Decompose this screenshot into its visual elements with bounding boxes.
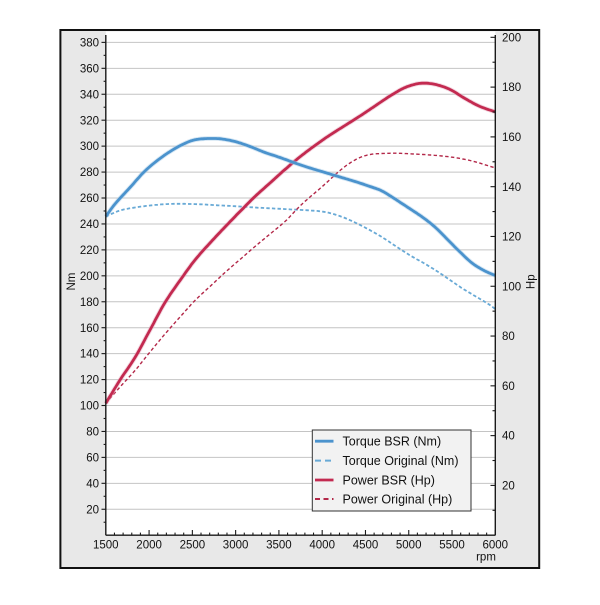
svg-text:200: 200 — [80, 271, 99, 283]
svg-text:260: 260 — [80, 193, 99, 205]
svg-text:60: 60 — [86, 453, 99, 465]
svg-text:220: 220 — [80, 245, 99, 257]
svg-text:200: 200 — [502, 32, 521, 44]
svg-text:4500: 4500 — [353, 540, 379, 552]
svg-text:20: 20 — [86, 504, 99, 516]
svg-text:120: 120 — [502, 232, 521, 244]
svg-text:Power BSR (Hp): Power BSR (Hp) — [343, 473, 435, 487]
svg-text:140: 140 — [80, 349, 99, 361]
svg-text:60: 60 — [502, 381, 515, 393]
svg-text:1500: 1500 — [93, 540, 119, 552]
svg-text:160: 160 — [80, 323, 99, 335]
svg-text:2000: 2000 — [136, 540, 162, 552]
svg-text:300: 300 — [80, 141, 99, 153]
svg-text:80: 80 — [86, 427, 99, 439]
svg-text:Torque BSR (Nm): Torque BSR (Nm) — [343, 435, 442, 449]
svg-text:100: 100 — [502, 281, 521, 293]
svg-text:340: 340 — [80, 89, 99, 101]
svg-text:20: 20 — [502, 481, 515, 493]
svg-text:380: 380 — [80, 38, 99, 50]
svg-text:120: 120 — [80, 375, 99, 387]
svg-text:5500: 5500 — [439, 540, 465, 552]
svg-text:4000: 4000 — [309, 540, 335, 552]
svg-text:3000: 3000 — [223, 540, 249, 552]
svg-text:Torque Original (Nm): Torque Original (Nm) — [343, 454, 459, 468]
svg-text:180: 180 — [80, 297, 99, 309]
svg-text:Hp: Hp — [525, 274, 537, 289]
svg-text:rpm: rpm — [476, 552, 496, 564]
svg-text:140: 140 — [502, 182, 521, 194]
svg-text:5000: 5000 — [396, 540, 422, 552]
svg-text:280: 280 — [80, 167, 99, 179]
svg-text:3500: 3500 — [266, 540, 292, 552]
svg-text:320: 320 — [80, 115, 99, 127]
svg-text:240: 240 — [80, 219, 99, 231]
svg-text:80: 80 — [502, 331, 515, 343]
svg-text:2500: 2500 — [180, 540, 206, 552]
svg-text:40: 40 — [502, 431, 515, 443]
svg-text:180: 180 — [502, 82, 521, 94]
svg-text:40: 40 — [86, 478, 99, 490]
svg-text:6000: 6000 — [483, 540, 509, 552]
svg-text:Power Original (Hp): Power Original (Hp) — [343, 492, 453, 506]
svg-text:Nm: Nm — [66, 273, 78, 291]
svg-text:100: 100 — [80, 401, 99, 413]
svg-text:360: 360 — [80, 63, 99, 75]
svg-text:160: 160 — [502, 132, 521, 144]
